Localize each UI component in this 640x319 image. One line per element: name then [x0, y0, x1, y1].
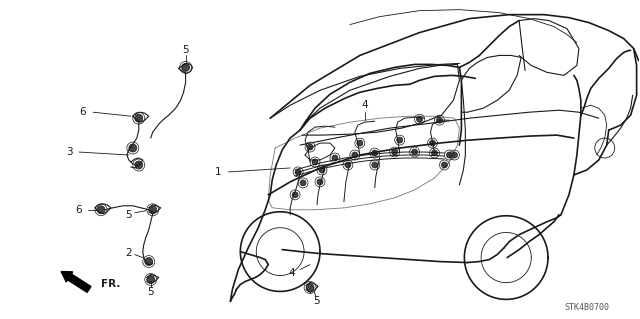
Circle shape	[307, 144, 313, 150]
Circle shape	[292, 192, 298, 198]
Circle shape	[429, 140, 435, 146]
Circle shape	[372, 150, 378, 156]
Circle shape	[345, 162, 351, 168]
Text: 6: 6	[80, 107, 86, 117]
Text: 5: 5	[182, 46, 189, 56]
Circle shape	[332, 155, 338, 161]
Text: 1: 1	[215, 167, 221, 177]
Circle shape	[306, 284, 314, 292]
Circle shape	[372, 162, 378, 168]
Circle shape	[442, 162, 447, 168]
Text: 4: 4	[362, 100, 368, 110]
Circle shape	[135, 161, 143, 169]
Circle shape	[295, 169, 301, 175]
Circle shape	[431, 150, 438, 156]
Text: 2: 2	[125, 248, 132, 258]
FancyArrow shape	[61, 271, 91, 292]
Text: STK4B0700: STK4B0700	[564, 303, 609, 312]
Circle shape	[300, 180, 306, 186]
Circle shape	[319, 167, 325, 173]
Text: 5: 5	[125, 210, 132, 220]
Circle shape	[451, 152, 458, 158]
Circle shape	[357, 140, 363, 146]
Circle shape	[397, 137, 403, 143]
Text: 6: 6	[76, 205, 83, 215]
Circle shape	[135, 114, 143, 122]
Circle shape	[436, 117, 442, 123]
Circle shape	[417, 116, 422, 122]
Text: FR.: FR.	[101, 279, 120, 289]
Circle shape	[312, 159, 318, 165]
Text: 5: 5	[147, 287, 154, 297]
Circle shape	[352, 152, 358, 158]
Circle shape	[97, 206, 105, 214]
Text: 4: 4	[289, 268, 296, 278]
Circle shape	[412, 149, 417, 155]
Circle shape	[182, 63, 189, 71]
Circle shape	[145, 257, 153, 265]
Circle shape	[147, 276, 155, 284]
Circle shape	[317, 179, 323, 185]
Text: 5: 5	[313, 296, 319, 306]
Circle shape	[129, 144, 137, 152]
Text: 3: 3	[66, 147, 72, 157]
Circle shape	[392, 149, 397, 155]
Circle shape	[148, 206, 157, 214]
Circle shape	[447, 152, 452, 158]
